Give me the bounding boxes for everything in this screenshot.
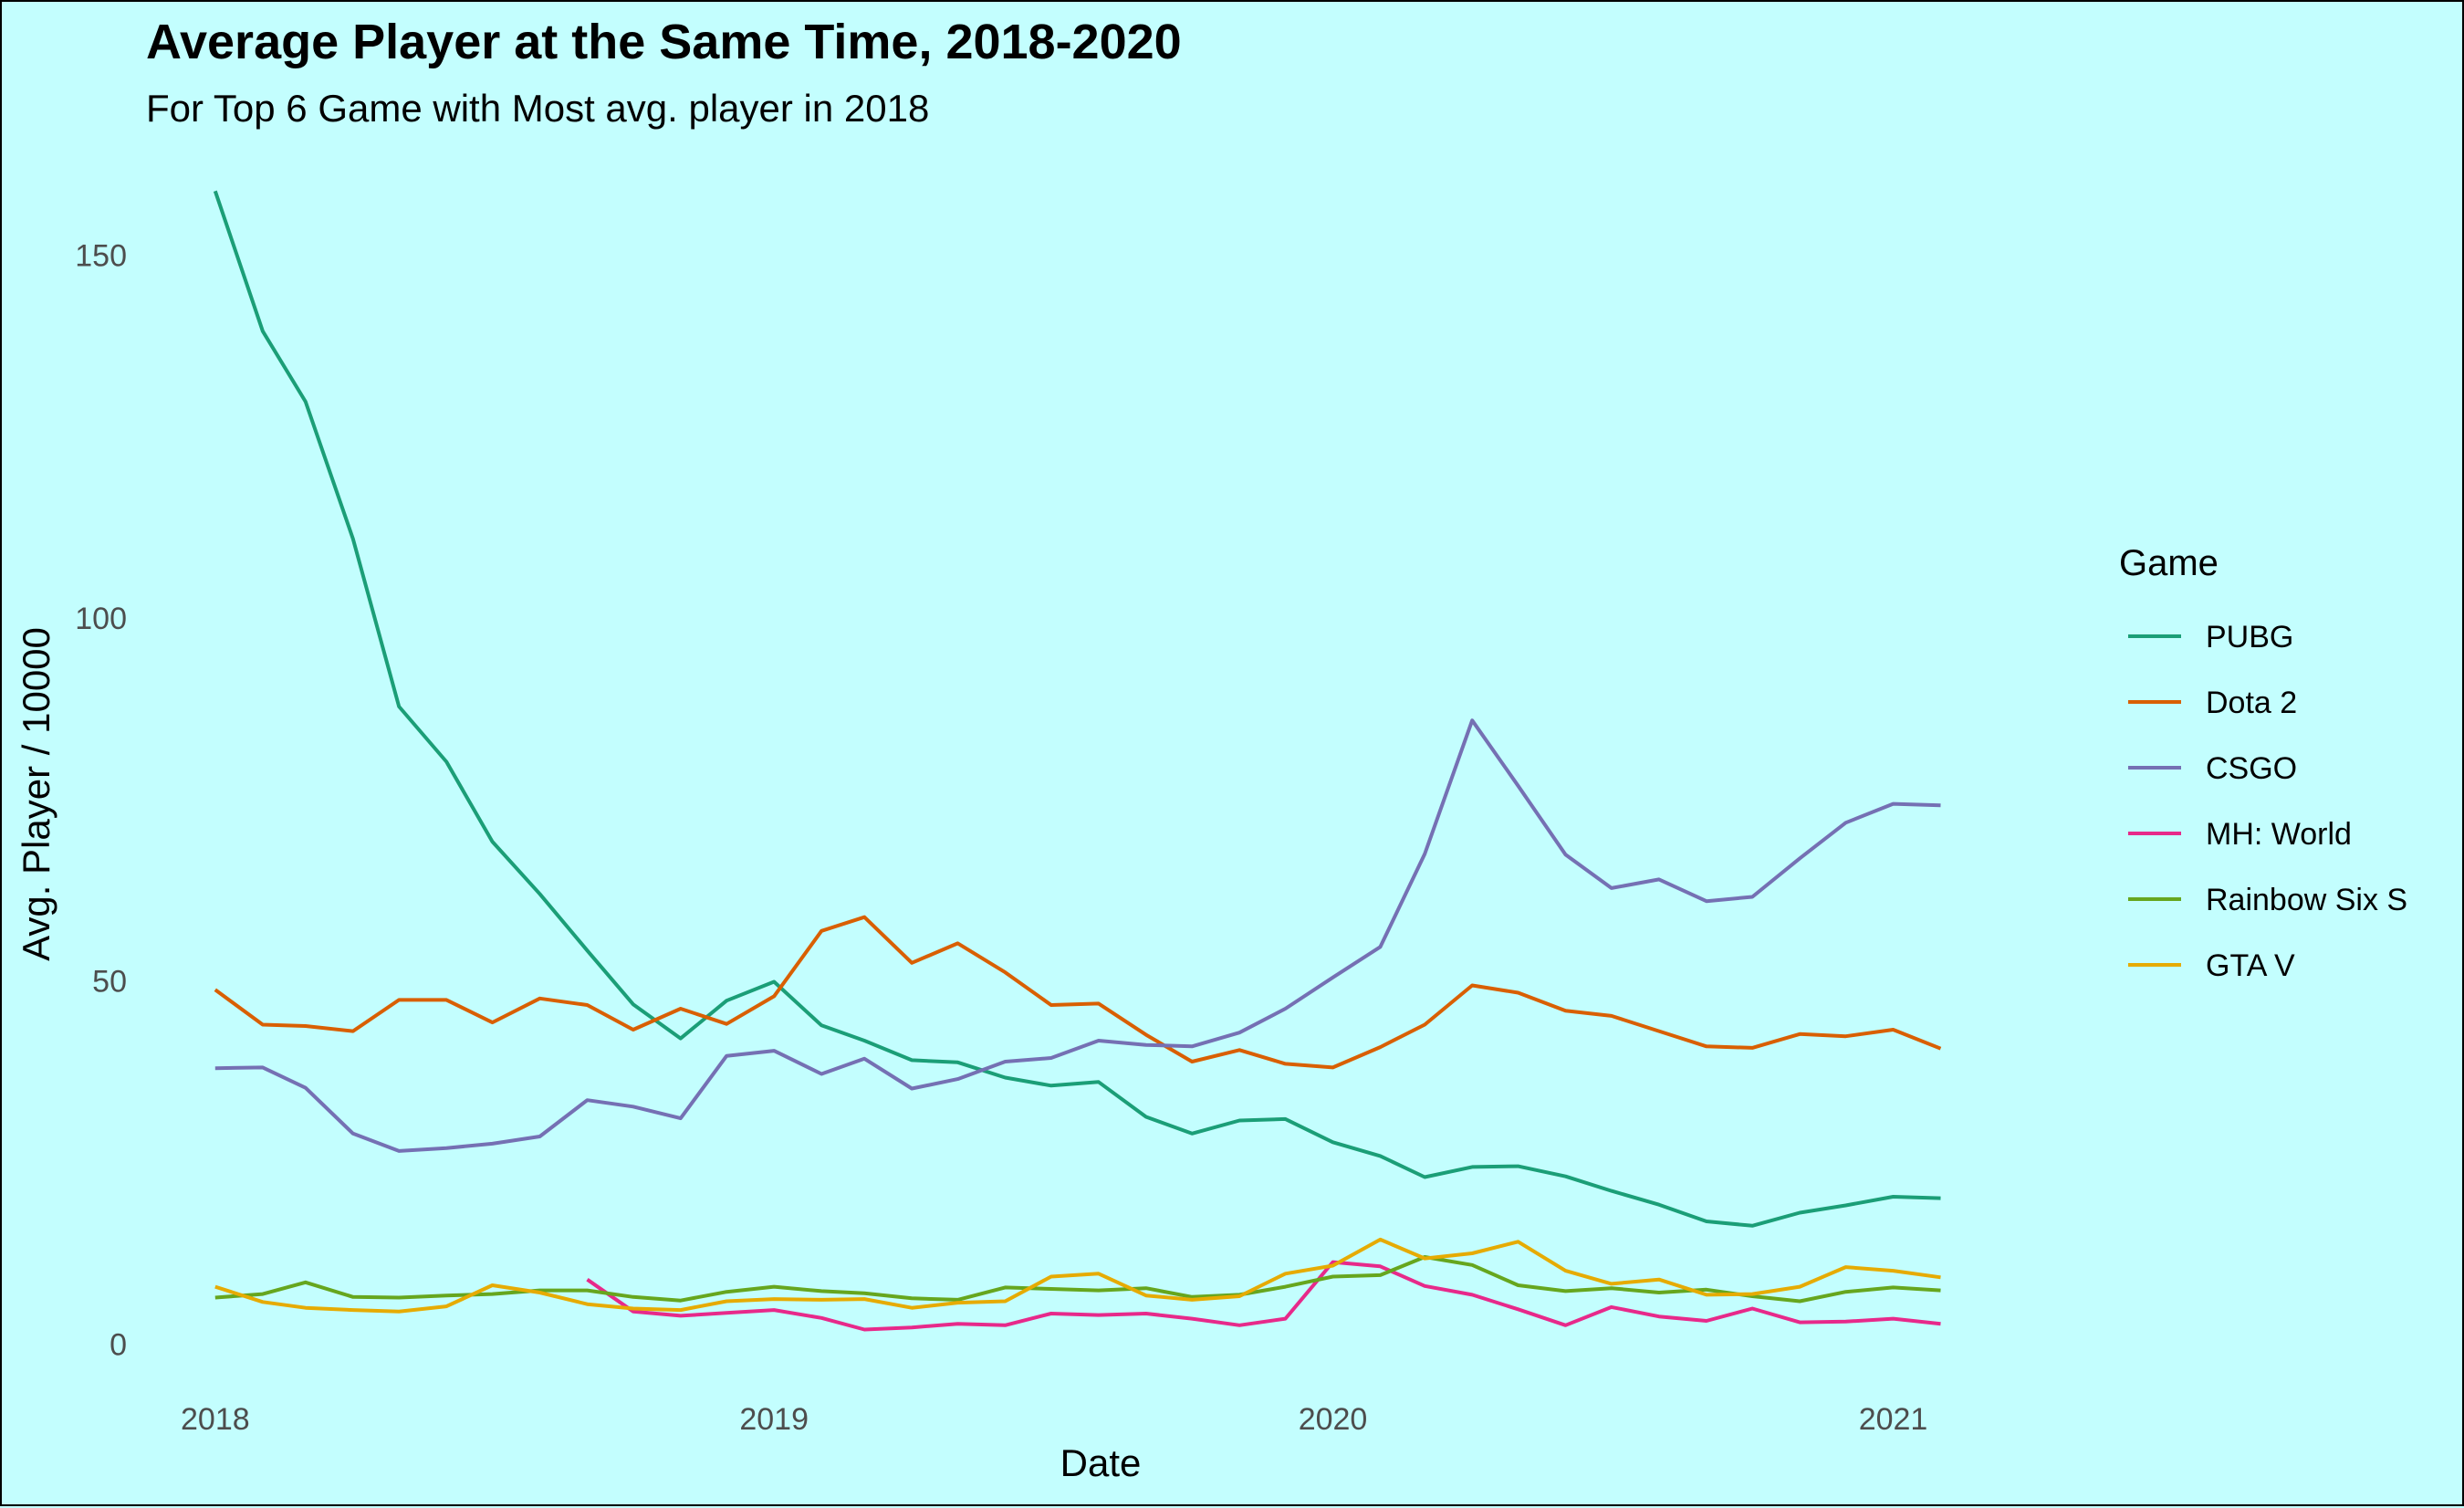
legend-items: PUBG Dota 2 CSGO MH: World Rainbow Six S GTA … <box>2128 620 2407 983</box>
series-line-dota-2 <box>214 915 1942 1070</box>
series-line-csgo <box>214 718 1941 1153</box>
x-tick-label: 2020 <box>1299 1402 1368 1437</box>
series-lines <box>213 190 1942 1332</box>
series-line-pubg <box>213 190 1941 1228</box>
x-axis-ticks: 2018 2019 2020 2021 <box>181 1402 1927 1437</box>
legend: Game PUBG Dota 2 CSGO MH: World Rainbow Six … <box>2119 543 2407 983</box>
y-tick-label: 100 <box>75 602 127 636</box>
series-line-mh-world <box>586 1260 1941 1332</box>
x-axis-title: Date <box>1060 1441 1142 1484</box>
chart-title: Average Player at the Same Time, 2018-20… <box>146 15 1182 69</box>
y-tick-label: 150 <box>75 238 127 273</box>
legend-label-gta-v: GTA V <box>2206 948 2295 983</box>
series-line-gta-v <box>214 1237 1941 1314</box>
y-axis-ticks: 0 50 100 150 <box>75 238 127 1362</box>
legend-title: Game <box>2119 543 2219 583</box>
x-tick-label: 2019 <box>739 1402 809 1437</box>
series-line-rainbow-six-s <box>214 1255 1941 1304</box>
legend-label-pubg: PUBG <box>2206 620 2293 655</box>
y-tick-label: 50 <box>92 965 127 1000</box>
y-tick-label: 0 <box>110 1327 127 1362</box>
y-axis-title: Avg. Player / 10000 <box>15 627 57 961</box>
x-tick-label: 2021 <box>1859 1402 1928 1437</box>
chart-subtitle: For Top 6 Game with Most avg. player in … <box>146 87 929 130</box>
legend-label-dota-2: Dota 2 <box>2206 686 2297 720</box>
legend-label-rainbow-six-s: Rainbow Six S <box>2206 883 2407 917</box>
legend-label-mh-world: MH: World <box>2206 817 2352 852</box>
legend-label-csgo: CSGO <box>2206 751 2297 786</box>
x-tick-label: 2018 <box>181 1402 250 1437</box>
